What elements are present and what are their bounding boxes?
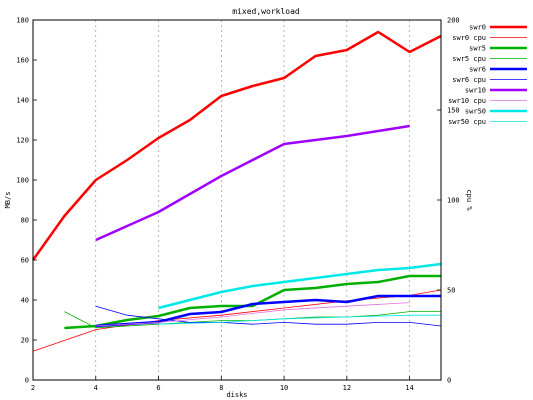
series-line-swr50-cpu: [158, 314, 441, 325]
series-line-swr10-cpu: [95, 302, 410, 327]
x-tick-label: 2: [31, 384, 35, 392]
chart-title: mixed,workload: [232, 7, 300, 16]
legend-label-swr50-cpu: swr50 cpu: [448, 118, 486, 126]
y-tick-label: 80: [21, 217, 29, 225]
legend-label-swr0-cpu: swr0 cpu: [452, 34, 486, 42]
y-tick-label: 100: [16, 177, 29, 185]
y-tick-label: 180: [16, 17, 29, 25]
legend-label-swr10-cpu: swr10 cpu: [448, 97, 486, 105]
series-line-swr0: [31, 30, 442, 261]
x-tick-label: 6: [156, 384, 160, 392]
legend-label-swr0: swr0: [469, 24, 486, 32]
x-axis-label: disks: [226, 391, 247, 399]
y-tick-label: 20: [21, 337, 29, 345]
legend-label-swr10: swr10: [465, 87, 486, 95]
x-tick-label: 4: [94, 384, 98, 392]
series-line-swr10: [95, 124, 410, 242]
legend-label-swr5: swr5: [469, 45, 486, 53]
legend-label-swr6: swr6: [469, 66, 486, 74]
y2-tick-label: 50: [447, 287, 455, 295]
y-axis-label: MB/s: [4, 192, 12, 209]
x-tick-label: 14: [405, 384, 413, 392]
y-tick-label: 140: [16, 97, 29, 105]
legend-label-swr5-cpu: swr5 cpu: [452, 55, 486, 63]
legend: swr0 swr0 cpu swr5 swr5 cpu swr6 swr6 cpu swr1…: [448, 24, 527, 126]
y2-tick-label: 200: [447, 17, 460, 25]
y2-tick-label: 150: [447, 107, 460, 115]
x-tick-label: 10: [280, 384, 288, 392]
y2-tick-label: 0: [447, 377, 451, 385]
series-line-swr6-cpu: [95, 305, 442, 327]
series-line-swr5: [64, 274, 441, 330]
y-tick-label: 60: [21, 257, 29, 265]
series-lines: [31, 30, 442, 352]
legend-label-swr6-cpu: swr6 cpu: [452, 76, 486, 84]
gridlines: [95, 20, 410, 380]
x-tick-label: 8: [219, 384, 223, 392]
y-tick-label: 160: [16, 57, 29, 65]
y2-tick-label: 100: [447, 197, 460, 205]
y-tick-label: 0: [25, 377, 29, 385]
y-tick-label: 40: [21, 297, 29, 305]
axis-ticks: 2 4 6 8 10 12 14020406080100120140160180050100…: [16, 17, 459, 393]
series-line-swr50: [158, 262, 442, 310]
y2-axis-label: cpu %: [465, 189, 473, 211]
legend-label-swr50: swr50: [465, 108, 486, 116]
y-tick-label: 120: [16, 137, 29, 145]
x-tick-label: 12: [343, 384, 351, 392]
